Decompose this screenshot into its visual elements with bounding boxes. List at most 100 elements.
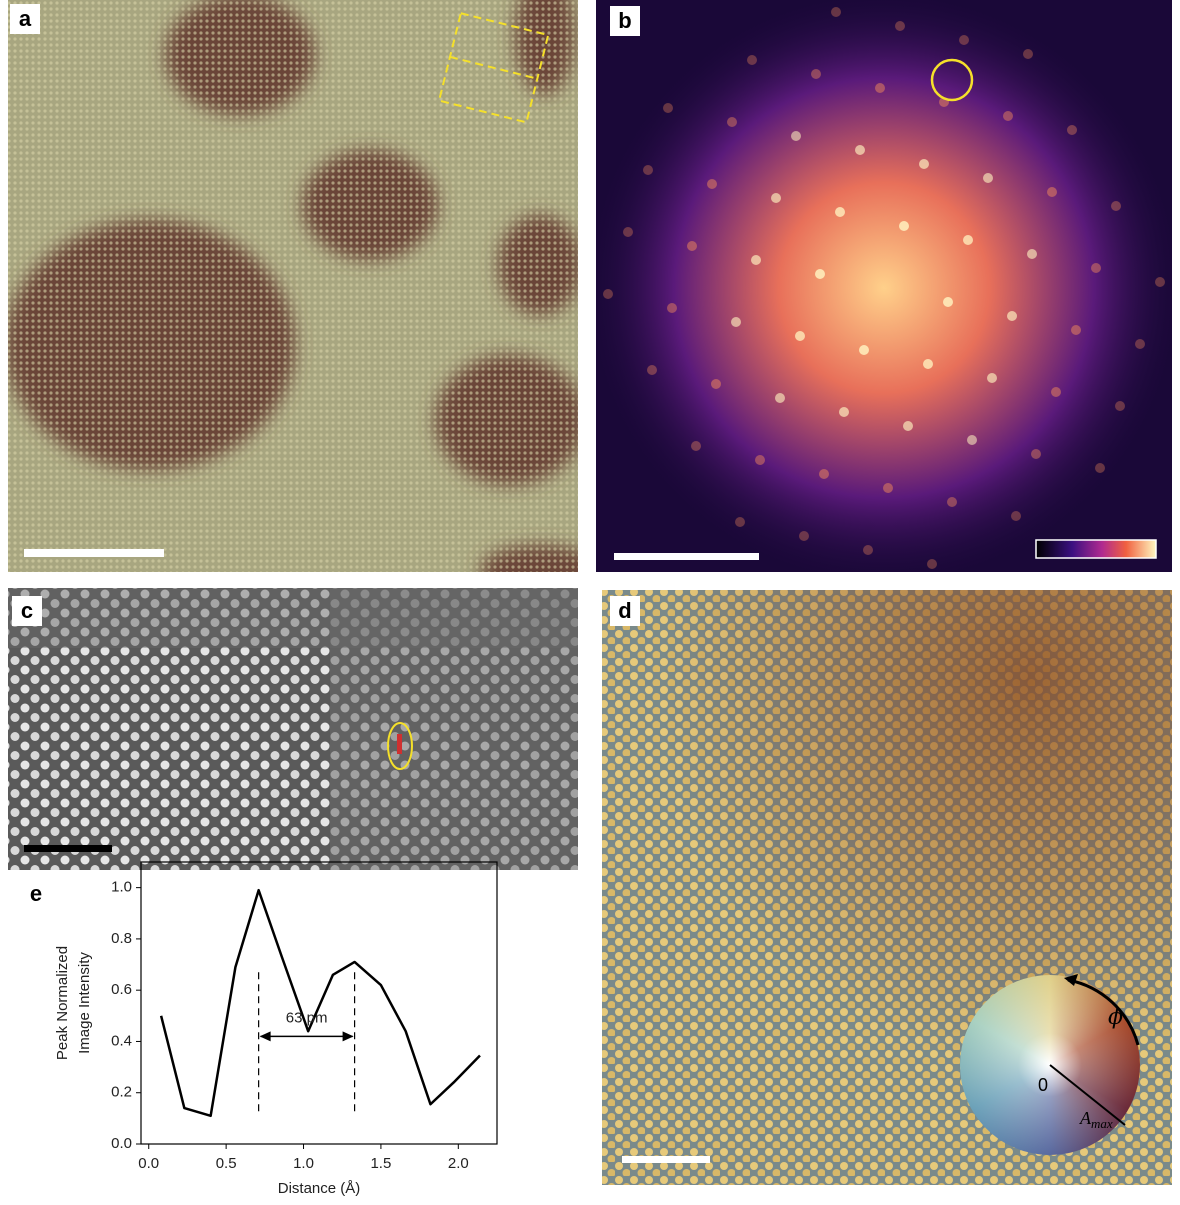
x-tick-label: 1.0: [293, 1155, 314, 1172]
phase-arc: [1067, 978, 1140, 1046]
label-box: [10, 4, 40, 34]
spot: [855, 145, 865, 155]
spot: [799, 531, 809, 541]
profile-line: [397, 734, 402, 754]
plot-frame: [140, 861, 498, 1145]
spot: [875, 83, 885, 93]
spot: [771, 193, 781, 203]
spot: [983, 173, 993, 183]
spot: [711, 379, 721, 389]
spot: [811, 69, 821, 79]
spot: [919, 159, 929, 169]
spot: [899, 221, 909, 231]
y-tick-label: 0.6: [111, 981, 132, 998]
spot: [959, 35, 969, 45]
spot: [1135, 339, 1145, 349]
y-tick-label: 0.2: [111, 1084, 132, 1101]
y-axis-label: Peak Normalized: [54, 946, 71, 1060]
spot: [647, 365, 657, 375]
scale-bar: [614, 553, 759, 560]
panel-label: a: [19, 6, 32, 31]
spot: [1011, 511, 1021, 521]
spot: [963, 235, 973, 245]
spot: [691, 441, 701, 451]
scale-bar: [622, 1156, 710, 1163]
label-box: [12, 596, 42, 626]
arrow-head: [259, 1031, 271, 1042]
phase-symbol: ϕ: [1108, 1005, 1123, 1030]
colorbar: [1035, 539, 1157, 559]
spot: [895, 21, 905, 31]
spot: [1047, 187, 1057, 197]
spot: [603, 289, 613, 299]
origin-label: 0: [1038, 1075, 1048, 1095]
label-box: [610, 6, 640, 36]
spot: [1071, 325, 1081, 335]
amplitude-symbol: A: [1079, 1108, 1092, 1128]
spot: [1115, 401, 1125, 411]
spot: [795, 331, 805, 341]
spot: [1155, 277, 1165, 287]
roi-box: [437, 12, 550, 124]
amplitude-subscript: max: [1091, 1116, 1113, 1131]
spot: [815, 269, 825, 279]
panel-b: [596, 0, 1172, 572]
x-tick-label: 0.0: [138, 1155, 159, 1172]
spot: [1027, 249, 1037, 259]
spot: [735, 517, 745, 527]
y-tick-label: 0.8: [111, 930, 132, 947]
arrow-head: [1064, 974, 1078, 986]
spot: [623, 227, 633, 237]
spot: [707, 179, 717, 189]
annotation: 63 pm: [286, 1009, 328, 1026]
x-tick-label: 2.0: [448, 1155, 469, 1172]
panel-c: [8, 588, 578, 870]
x-axis-label: Distance (Å): [278, 1180, 361, 1197]
spot: [927, 559, 937, 569]
spot: [643, 165, 653, 175]
spot: [1091, 263, 1101, 273]
disorder: [8, 588, 578, 648]
spot: [947, 497, 957, 507]
spot: [775, 393, 785, 403]
spot: [859, 345, 869, 355]
spot: [751, 255, 761, 265]
scale-bar: [24, 549, 164, 557]
spot: [1007, 311, 1017, 321]
spot: [687, 241, 697, 251]
spot: [667, 303, 677, 313]
scale-bar: [24, 845, 112, 852]
y-tick-label: 0.4: [111, 1032, 132, 1049]
panel-label: e: [30, 881, 42, 906]
spot: [831, 7, 841, 17]
lattice: [8, 0, 578, 572]
spot: [883, 483, 893, 493]
spot: [755, 455, 765, 465]
arrow-head: [342, 1031, 354, 1042]
y-tick-label: 1.0: [111, 879, 132, 896]
data-line: [159, 888, 481, 1118]
amplitude-label: Amax: [1079, 1108, 1113, 1131]
chart: 0.0 0.2 0.4 0.6 0.8 1.0 0.0 0.5 1.0 1.5 2.0 Distanc…: [54, 861, 498, 1197]
panel-label: b: [618, 8, 631, 33]
radius-line: [1049, 1064, 1126, 1126]
panel-d: ϕ 0 Amax: [602, 590, 1172, 1185]
spot: [731, 317, 741, 327]
spot: [727, 117, 737, 127]
spot: [835, 207, 845, 217]
highlight: [387, 722, 413, 770]
spot: [863, 545, 873, 555]
spot: [967, 435, 977, 445]
spot: [1003, 111, 1013, 121]
roi: [449, 55, 538, 80]
spot: [747, 55, 757, 65]
panel-a: [8, 0, 578, 572]
y-tick-label: 0.0: [111, 1135, 132, 1152]
spot: [1023, 49, 1033, 59]
spot: [923, 359, 933, 369]
spot: [1095, 463, 1105, 473]
label-box: [610, 596, 640, 626]
spot: [1111, 201, 1121, 211]
glow: [596, 0, 1172, 572]
